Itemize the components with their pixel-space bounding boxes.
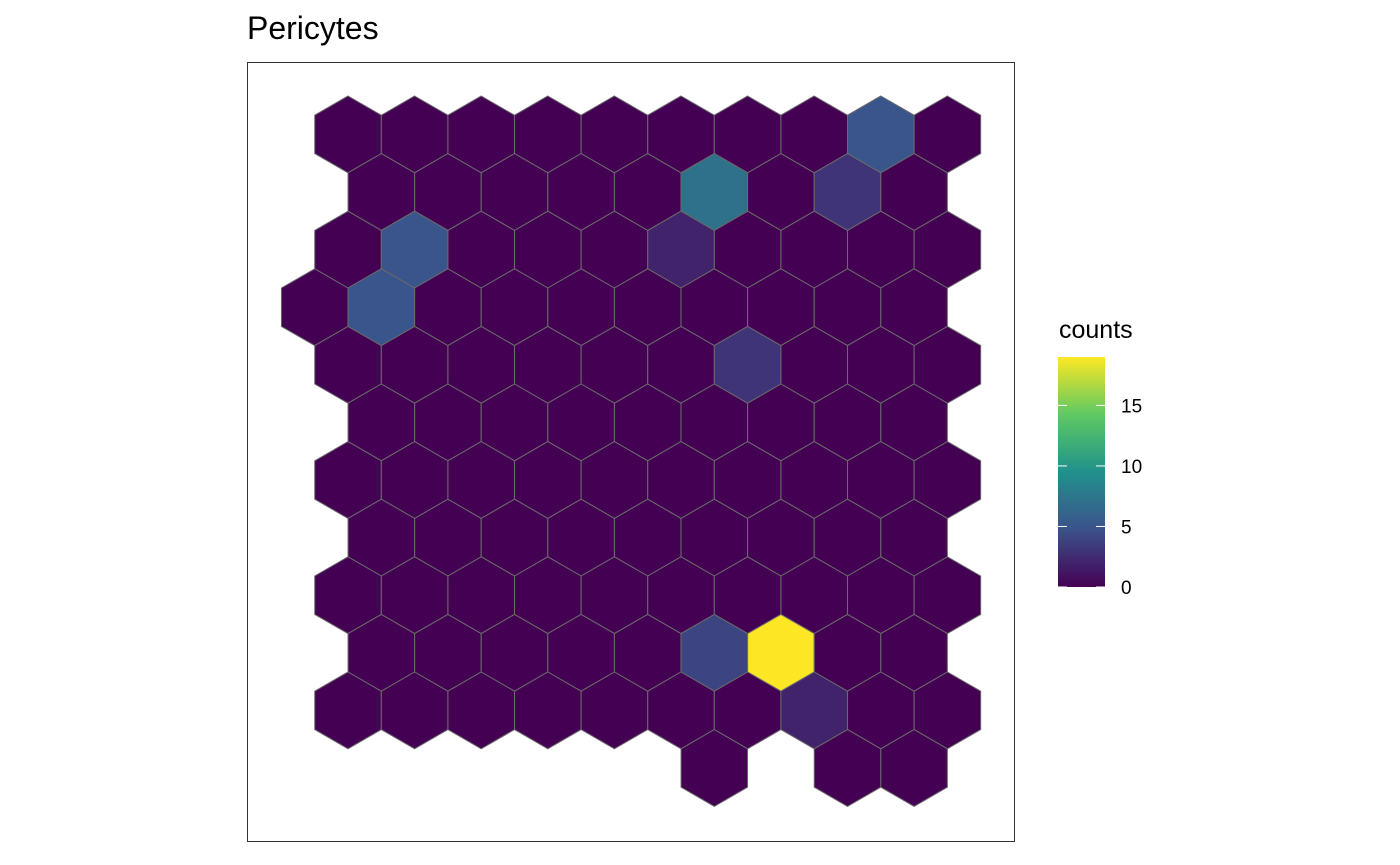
legend-colorbar bbox=[1058, 357, 1105, 587]
legend-ticks: 0 5 10 15 bbox=[1058, 396, 1142, 599]
legend: 0 5 10 15 bbox=[1058, 357, 1142, 599]
hex-cell bbox=[880, 729, 948, 807]
legend-title: counts bbox=[1059, 316, 1133, 344]
legend-tick-label: 5 bbox=[1121, 517, 1132, 538]
hex-layer bbox=[280, 95, 982, 807]
legend-tick-label: 10 bbox=[1121, 457, 1142, 478]
hex-cell bbox=[680, 729, 749, 807]
legend-tick-label: 15 bbox=[1121, 396, 1142, 417]
chart-title: Pericytes bbox=[247, 10, 379, 46]
legend-tick-label: 0 bbox=[1121, 578, 1132, 599]
